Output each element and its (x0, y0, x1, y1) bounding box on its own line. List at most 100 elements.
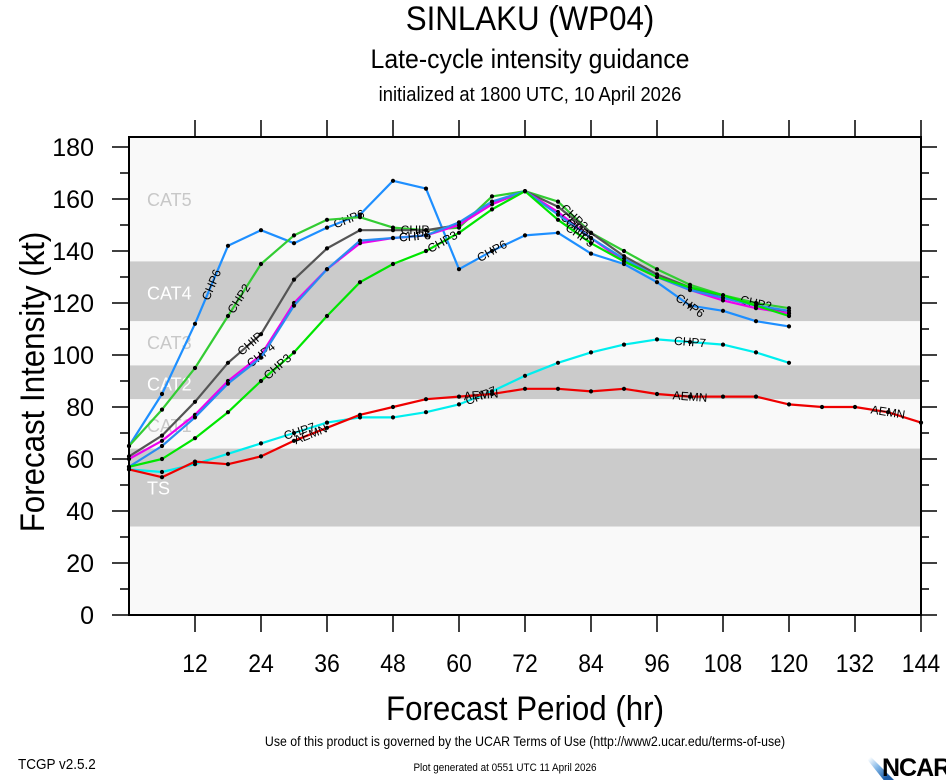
x-tick-label: 144 (902, 650, 940, 678)
terms-of-use-notice: Use of this product is governed by the U… (63, 733, 946, 749)
data-point (358, 215, 362, 219)
data-point (391, 236, 395, 240)
data-point (391, 415, 395, 419)
data-point (655, 267, 659, 271)
data-point (754, 350, 758, 354)
x-axis-label: Forecast Period (hr) (386, 689, 664, 728)
x-tick-label: 132 (836, 650, 874, 678)
series-label-aemn: AEMN (463, 387, 499, 404)
category-band-cat5 (129, 147, 921, 259)
data-point (292, 233, 296, 237)
data-point (391, 228, 395, 232)
data-point (523, 189, 527, 193)
data-point (193, 460, 197, 464)
y-tick-label: 180 (52, 134, 94, 162)
y-axis-label: Forecast Intensity (kt) (13, 232, 52, 533)
data-point (391, 179, 395, 183)
x-tick-label: 60 (446, 650, 472, 678)
data-point (160, 457, 164, 461)
data-point (160, 408, 164, 412)
data-point (226, 462, 230, 466)
data-point (160, 444, 164, 448)
data-point (556, 205, 560, 209)
series-label-aemn: AEMN (672, 388, 708, 405)
data-point (325, 246, 329, 250)
data-point (853, 405, 857, 409)
data-point (622, 259, 626, 263)
data-point (259, 441, 263, 445)
data-point (292, 241, 296, 245)
data-point (688, 285, 692, 289)
data-point (424, 410, 428, 414)
data-point (259, 454, 263, 458)
data-point (160, 475, 164, 479)
data-point (325, 226, 329, 230)
plot-generated-time: Plot generated at 0551 UTC 11 April 2026 (51, 762, 946, 774)
data-point (259, 379, 263, 383)
data-point (325, 421, 329, 425)
y-tick-label: 20 (66, 550, 94, 578)
ncar-logo: NCAR (868, 752, 946, 780)
data-point (226, 244, 230, 248)
data-point (490, 207, 494, 211)
x-tick-label: 36 (314, 650, 340, 678)
data-point (358, 239, 362, 243)
x-tick-label: 24 (248, 650, 274, 678)
data-point (424, 397, 428, 401)
data-point (787, 402, 791, 406)
data-point (787, 361, 791, 365)
y-tick-label: 140 (52, 238, 94, 266)
data-point (787, 314, 791, 318)
data-point (391, 405, 395, 409)
x-tick-label: 120 (770, 650, 808, 678)
data-point (523, 374, 527, 378)
data-point (160, 439, 164, 443)
y-tick-label: 60 (66, 446, 94, 474)
data-point (523, 387, 527, 391)
data-point (193, 400, 197, 404)
data-point (457, 220, 461, 224)
data-point (292, 350, 296, 354)
data-point (292, 278, 296, 282)
data-point (226, 314, 230, 318)
data-point (589, 252, 593, 256)
data-point (391, 262, 395, 266)
data-point (226, 382, 230, 386)
data-point (160, 470, 164, 474)
data-point (622, 249, 626, 253)
data-point (358, 413, 362, 417)
data-point (787, 309, 791, 313)
data-point (655, 280, 659, 284)
data-point (292, 304, 296, 308)
data-point (556, 361, 560, 365)
data-point (556, 231, 560, 235)
data-point (490, 200, 494, 204)
data-point (655, 275, 659, 279)
data-point (523, 233, 527, 237)
y-tick-label: 80 (66, 394, 94, 422)
data-point (358, 280, 362, 284)
data-point (325, 218, 329, 222)
data-point (556, 213, 560, 217)
data-point (754, 304, 758, 308)
x-tick-label: 72 (512, 650, 538, 678)
data-point (589, 389, 593, 393)
data-point (754, 319, 758, 323)
data-point (787, 324, 791, 328)
data-point (226, 361, 230, 365)
data-point (193, 436, 197, 440)
category-band-below-ts (129, 527, 921, 615)
category-label-ts: TS (147, 479, 170, 499)
data-point (655, 337, 659, 341)
x-tick-label: 84 (578, 650, 604, 678)
data-point (820, 405, 824, 409)
y-tick-label: 100 (52, 342, 94, 370)
data-point (721, 309, 725, 313)
data-point (556, 218, 560, 222)
y-tick-label: 0 (80, 602, 94, 630)
data-point (457, 231, 461, 235)
data-point (622, 343, 626, 347)
data-point (325, 314, 329, 318)
data-point (721, 395, 725, 399)
